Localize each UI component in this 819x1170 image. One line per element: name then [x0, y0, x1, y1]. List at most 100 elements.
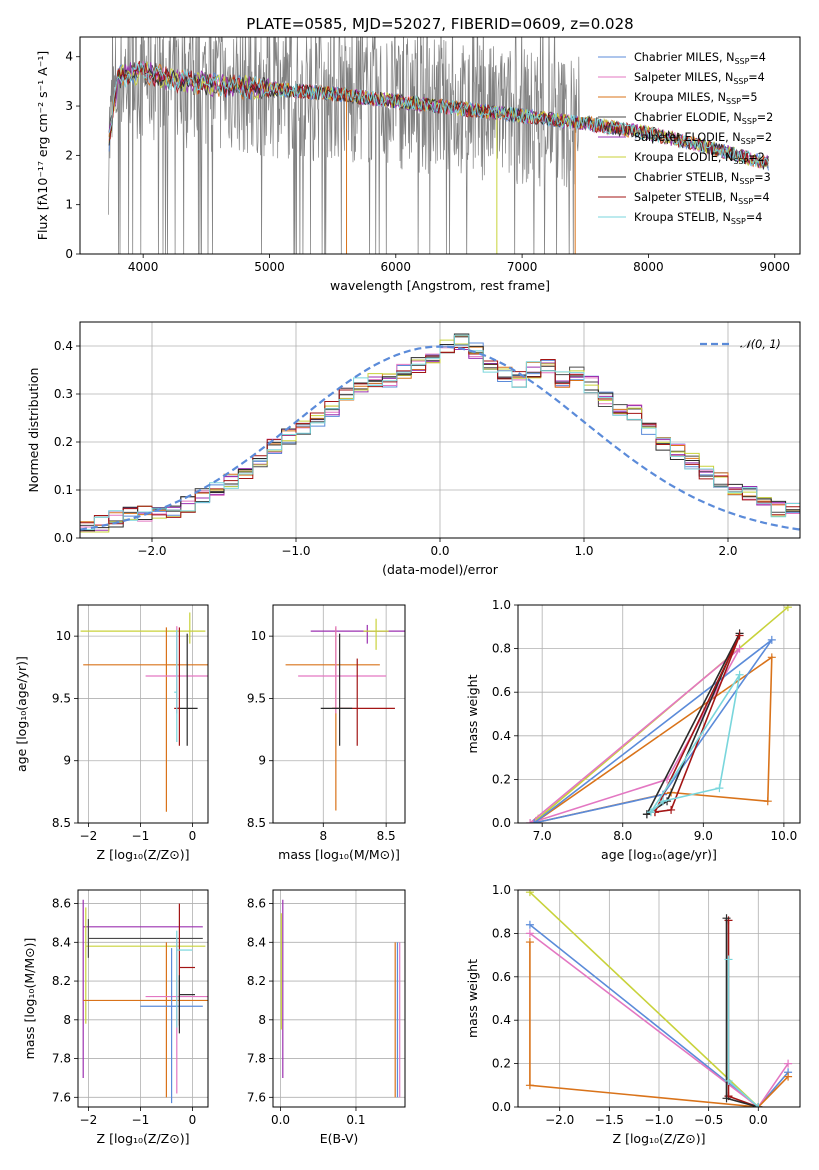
x-tick-label: −1	[132, 1113, 150, 1127]
y-tick-label: 3	[65, 99, 73, 113]
x-axis-label: wavelength [Angstrom, rest frame]	[330, 278, 550, 293]
axes-frame	[517, 889, 801, 1108]
y-tick-label: 0.6	[492, 685, 511, 699]
x-tick-label: 0	[189, 1113, 197, 1127]
legend-subscript: SSP	[738, 197, 753, 206]
axes-frame	[272, 604, 406, 824]
mass-weight-line	[727, 920, 759, 1107]
x-tick-label: −0.5	[694, 1113, 723, 1127]
plot-area	[285, 618, 405, 811]
chart-title: PLATE=0585, MJD=52027, FIBERID=0609, z=0…	[246, 15, 633, 33]
axes-frame	[77, 889, 209, 1108]
axes-frame	[272, 889, 406, 1108]
legend-entry: Salpeter MILES, NSSP=4	[634, 71, 765, 86]
normal-curve-line	[80, 345, 800, 531]
y-tick-label: 0.2	[492, 772, 511, 786]
residual-histogram-step	[80, 334, 800, 530]
legend-entry: Kroupa ELODIE, NSSP=2	[634, 151, 765, 166]
weight-vs-metallicity-panel: −2.0 −1.5 −1.0 −0.5 0.0 0.0 0.2 0.4 0.6 0.8 1.0 Z […	[465, 883, 801, 1146]
mass-weight-marker	[763, 797, 772, 806]
mass-weight-marker	[784, 1059, 793, 1068]
plot-area	[525, 890, 793, 1107]
axes-frame	[77, 604, 209, 824]
x-tick-label: 0	[189, 829, 197, 843]
y-tick-label: 0.0	[492, 816, 511, 830]
plot-area	[82, 899, 208, 1104]
mass-weight-marker	[784, 1072, 793, 1081]
mass-weight-marker	[735, 644, 744, 653]
mass-weight-line	[529, 932, 789, 1107]
x-tick-label: 0.0	[271, 1113, 290, 1127]
mass-weight-marker	[646, 808, 655, 817]
y-axis-label: Flux [fλ10⁻¹⁷ erg cm⁻² s⁻¹ A⁻¹]	[35, 51, 50, 240]
y-tick-label: 9	[258, 754, 266, 768]
y-axis-label: Normed distribution	[26, 368, 41, 493]
y-tick-label: 8.6	[247, 897, 266, 911]
y-tick-label: 8.6	[52, 897, 71, 911]
y-tick-label: 10	[251, 629, 266, 643]
y-tick-label: 8	[258, 1013, 266, 1027]
y-tick-label: 0.4	[492, 1013, 511, 1027]
mass-weight-marker	[526, 819, 535, 823]
plot-area	[80, 612, 208, 812]
age-vs-metallicity-panel: −2 −1 0 8.5 9 9.5 10 Z [log₁₀(Z/Z⊙)] age [log₁₀(…	[14, 604, 209, 862]
x-tick-label: 7.0	[533, 829, 552, 843]
axes-frame	[79, 321, 801, 539]
mass-weight-marker	[754, 1103, 763, 1107]
mass-weight-marker	[525, 938, 534, 947]
legend-label: Salpeter STELIB, N	[634, 191, 738, 204]
x-tick-label: −2	[80, 829, 98, 843]
x-tick-label: 10.0	[771, 829, 798, 843]
y-tick-label: 7.6	[52, 1090, 71, 1104]
residuals-panel: −2.0 −1.0 0.0 1.0 2.0 0.0 0.1 0.2 0.3 0.4 (data-mo…	[26, 321, 801, 577]
y-tick-label: 7.6	[247, 1090, 266, 1104]
model-spectrum-line	[108, 62, 769, 169]
legend-entry: Salpeter STELIB, NSSP=4	[634, 191, 770, 206]
mass-weight-marker	[642, 810, 651, 819]
y-axis-label: mass weight	[465, 959, 480, 1038]
mass-weight-marker	[722, 914, 731, 923]
y-tick-label: 9.5	[52, 691, 71, 705]
plot-area	[280, 899, 401, 1098]
y-tick-label: 0.4	[54, 339, 73, 353]
y-tick-label: 8.5	[247, 816, 266, 830]
mass-weight-marker	[525, 929, 534, 938]
x-tick-label: −1.0	[281, 544, 310, 558]
mass-weight-marker	[735, 631, 744, 640]
x-tick-label: 9000	[759, 260, 790, 274]
mass-vs-ebv-panel: 0.0 0.1 7.6 7.8 8 8.2 8.4 8.6 E(B-V)	[247, 889, 406, 1146]
plot-area	[80, 333, 800, 533]
y-tick-label: 10	[56, 629, 71, 643]
legend-subscript: SSP	[741, 137, 756, 146]
x-tick-label: −1.5	[595, 1113, 624, 1127]
mass-weight-line	[650, 674, 741, 813]
plot-area	[526, 605, 792, 823]
y-tick-label: 0	[65, 247, 73, 261]
age-vs-mass-panel: 8 8.5 8.5 9 9.5 10 mass [log₁₀(M/M⊙)]	[247, 604, 406, 862]
legend-subscript: SSP	[739, 177, 754, 186]
y-tick-label: 0.1	[54, 483, 73, 497]
mass-weight-line	[725, 918, 759, 1107]
x-tick-label: 0.0	[749, 1113, 768, 1127]
x-tick-label: −2.0	[545, 1113, 574, 1127]
y-tick-label: 0.3	[54, 387, 73, 401]
y-axis-label: mass [log₁₀(M/M⊙)]	[22, 938, 37, 1060]
weight-vs-age-panel: 7.0 8.0 9.0 10.0 0.0 0.2 0.4 0.6 0.8 1.0 age [log₁…	[465, 598, 801, 862]
legend-label: Salpeter ELODIE, N	[634, 131, 741, 144]
mass-weight-marker	[659, 797, 668, 806]
mass-weight-line	[533, 655, 773, 823]
y-tick-label: 0.8	[492, 926, 511, 940]
axes-frame	[517, 604, 801, 824]
legend-label: Kroupa MILES, N	[634, 91, 726, 104]
mass-weight-line	[646, 632, 741, 815]
y-tick-label: 0.2	[492, 1057, 511, 1071]
mass-weight-marker	[724, 1076, 733, 1085]
y-tick-label: 1.0	[492, 883, 511, 897]
legend-count: =2	[756, 131, 773, 144]
x-tick-label: −1.0	[644, 1113, 673, 1127]
x-tick-label: 0.0	[430, 544, 449, 558]
y-tick-label: 1.0	[492, 598, 511, 612]
y-tick-label: 0.0	[492, 1100, 511, 1114]
legend-subscript: SSP	[734, 57, 749, 66]
